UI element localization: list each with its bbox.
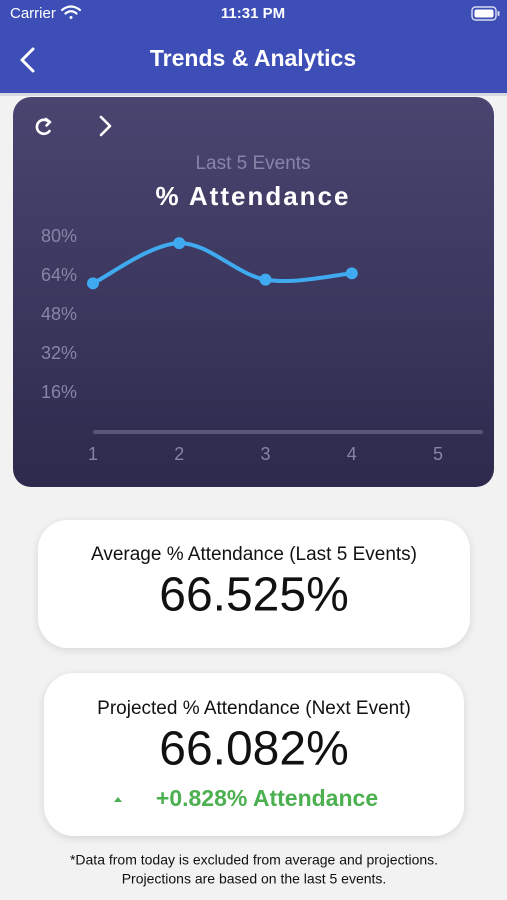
projection-value: 66.082% <box>159 723 349 776</box>
clock: 11:31 PM <box>221 5 285 22</box>
header-bar <box>0 0 507 93</box>
next-button[interactable] <box>99 115 112 137</box>
chart-card: Last 5 Events % Attendance 80% 64% 48% 32% 1… <box>13 97 494 487</box>
carrier: Carrier <box>10 5 56 22</box>
x-tick-label: 4 <box>347 444 357 464</box>
point <box>87 277 99 290</box>
projection-label: Projected % Attendance (Next Event) <box>97 698 411 719</box>
wifi-icon <box>60 5 82 19</box>
chart-subtitle: Last 5 Events <box>195 153 310 174</box>
chart-background <box>13 97 494 487</box>
projection-card <box>44 673 464 836</box>
x-tick-label: 1 <box>88 444 98 464</box>
back-button[interactable] <box>20 47 35 73</box>
y-tick-label: 64% <box>41 265 77 285</box>
x-tick-label: 5 <box>433 444 443 464</box>
y-tick-label: 80% <box>41 226 77 246</box>
line <box>91 241 354 286</box>
footnote-line: *Data from today is excluded from averag… <box>70 852 438 868</box>
chart-title: % Attendance <box>156 181 351 211</box>
header-shadow <box>0 93 507 96</box>
y-tick-label: 16% <box>41 382 77 402</box>
y-tick-label: 32% <box>41 343 77 363</box>
average-card <box>38 520 470 648</box>
average-value: 66.525% <box>159 569 349 622</box>
x-tick-label: 3 <box>260 444 270 464</box>
battery-icon <box>471 6 500 21</box>
point <box>259 273 272 286</box>
point <box>345 267 358 280</box>
nav-title: Trends & Analytics <box>150 45 356 71</box>
y-tick-label: 48% <box>41 304 77 324</box>
average-label: Average % Attendance (Last 5 Events) <box>91 544 417 565</box>
up-arrow <box>114 797 122 802</box>
x-tick-label: 2 <box>174 444 184 464</box>
refresh-button[interactable] <box>35 117 52 136</box>
point <box>173 237 186 250</box>
projection-change: +0.828% Attendance <box>156 785 378 811</box>
footnote-line: Projections are based on the last 5 even… <box>122 871 387 887</box>
